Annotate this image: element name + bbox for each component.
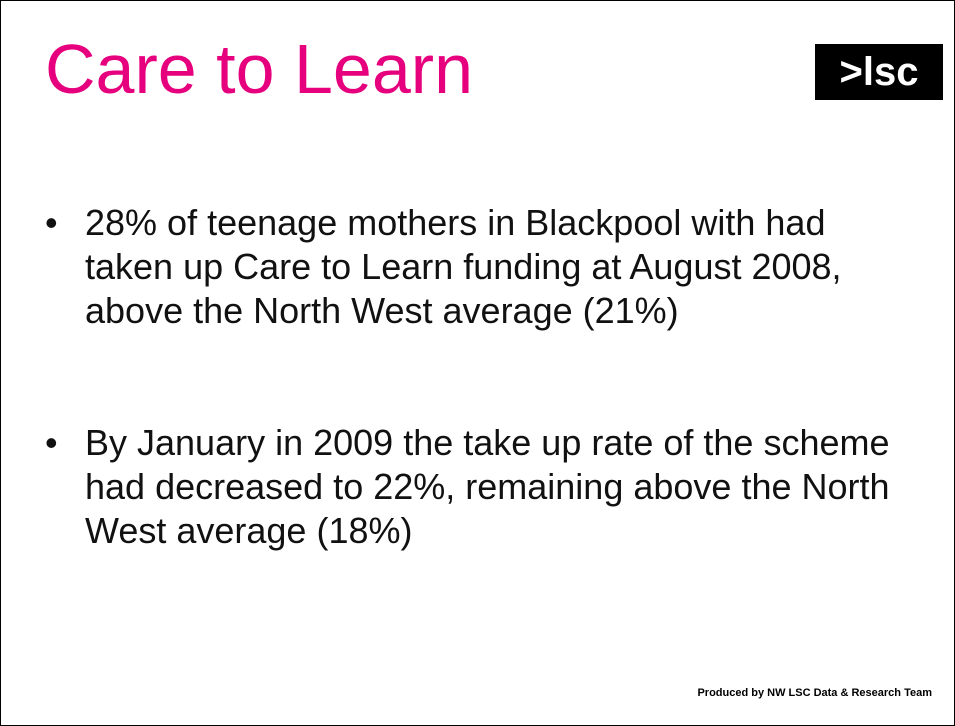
footer: Produced by NW LSC Data & Research Team bbox=[697, 687, 932, 699]
bullet: 28% of teenage mothers in Blackpool with… bbox=[41, 201, 921, 333]
bullet-list: 28% of teenage mothers in Blackpool with… bbox=[41, 201, 921, 641]
title: Care to Learn bbox=[45, 30, 474, 108]
bullet: By January in 2009 the take up rate of t… bbox=[41, 421, 921, 553]
logo: >lsc bbox=[815, 44, 943, 100]
